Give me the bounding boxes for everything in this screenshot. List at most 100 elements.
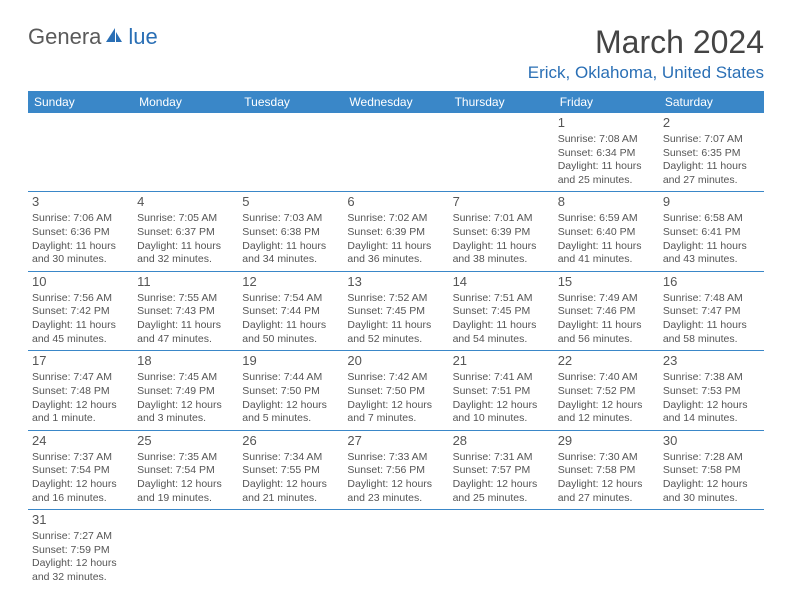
sunset-line: Sunset: 7:55 PM — [242, 464, 339, 478]
sunrise-line: Sunrise: 6:59 AM — [558, 212, 655, 226]
calendar-cell-empty — [343, 510, 448, 589]
sunset-line: Sunset: 7:42 PM — [32, 305, 129, 319]
calendar-cell: 12Sunrise: 7:54 AMSunset: 7:44 PMDayligh… — [238, 271, 343, 350]
calendar-cell-empty — [343, 113, 448, 192]
daylight-line-2: and 47 minutes. — [137, 333, 234, 347]
day-number: 29 — [558, 433, 655, 450]
calendar-cell-empty — [238, 113, 343, 192]
day-number: 20 — [347, 353, 444, 370]
calendar-cell: 25Sunrise: 7:35 AMSunset: 7:54 PMDayligh… — [133, 430, 238, 509]
daylight-line-1: Daylight: 12 hours — [32, 399, 129, 413]
calendar-cell: 15Sunrise: 7:49 AMSunset: 7:46 PMDayligh… — [554, 271, 659, 350]
sunrise-line: Sunrise: 7:31 AM — [453, 451, 550, 465]
sunset-line: Sunset: 6:34 PM — [558, 147, 655, 161]
sunset-line: Sunset: 7:46 PM — [558, 305, 655, 319]
calendar-cell: 4Sunrise: 7:05 AMSunset: 6:37 PMDaylight… — [133, 192, 238, 271]
sunrise-line: Sunrise: 7:44 AM — [242, 371, 339, 385]
calendar-cell: 21Sunrise: 7:41 AMSunset: 7:51 PMDayligh… — [449, 351, 554, 430]
sunset-line: Sunset: 6:37 PM — [137, 226, 234, 240]
location: Erick, Oklahoma, United States — [528, 63, 764, 83]
weekday-header: Saturday — [659, 91, 764, 113]
calendar-cell-empty — [449, 510, 554, 589]
calendar-cell: 30Sunrise: 7:28 AMSunset: 7:58 PMDayligh… — [659, 430, 764, 509]
daylight-line-1: Daylight: 11 hours — [242, 240, 339, 254]
daylight-line-1: Daylight: 12 hours — [663, 399, 760, 413]
day-number: 10 — [32, 274, 129, 291]
day-number: 26 — [242, 433, 339, 450]
sunset-line: Sunset: 7:58 PM — [558, 464, 655, 478]
day-number: 9 — [663, 194, 760, 211]
daylight-line-1: Daylight: 12 hours — [32, 557, 129, 571]
calendar-cell: 5Sunrise: 7:03 AMSunset: 6:38 PMDaylight… — [238, 192, 343, 271]
day-number: 1 — [558, 115, 655, 132]
daylight-line-1: Daylight: 11 hours — [137, 240, 234, 254]
daylight-line-2: and 12 minutes. — [558, 412, 655, 426]
daylight-line-2: and 5 minutes. — [242, 412, 339, 426]
daylight-line-1: Daylight: 12 hours — [453, 399, 550, 413]
daylight-line-2: and 16 minutes. — [32, 492, 129, 506]
calendar-cell: 16Sunrise: 7:48 AMSunset: 7:47 PMDayligh… — [659, 271, 764, 350]
sunrise-line: Sunrise: 7:42 AM — [347, 371, 444, 385]
sunset-line: Sunset: 7:43 PM — [137, 305, 234, 319]
calendar-cell: 31Sunrise: 7:27 AMSunset: 7:59 PMDayligh… — [28, 510, 133, 589]
daylight-line-2: and 14 minutes. — [663, 412, 760, 426]
day-number: 16 — [663, 274, 760, 291]
daylight-line-2: and 36 minutes. — [347, 253, 444, 267]
day-number: 4 — [137, 194, 234, 211]
calendar-cell: 10Sunrise: 7:56 AMSunset: 7:42 PMDayligh… — [28, 271, 133, 350]
calendar-cell-empty — [449, 113, 554, 192]
sunrise-line: Sunrise: 7:03 AM — [242, 212, 339, 226]
sunrise-line: Sunrise: 7:06 AM — [32, 212, 129, 226]
sunset-line: Sunset: 7:48 PM — [32, 385, 129, 399]
calendar-row: 1Sunrise: 7:08 AMSunset: 6:34 PMDaylight… — [28, 113, 764, 192]
day-number: 7 — [453, 194, 550, 211]
logo-text-blue: lue — [128, 24, 157, 50]
daylight-line-2: and 34 minutes. — [242, 253, 339, 267]
calendar-cell-empty — [133, 113, 238, 192]
daylight-line-2: and 45 minutes. — [32, 333, 129, 347]
sunset-line: Sunset: 7:57 PM — [453, 464, 550, 478]
daylight-line-2: and 50 minutes. — [242, 333, 339, 347]
sunrise-line: Sunrise: 7:01 AM — [453, 212, 550, 226]
daylight-line-2: and 54 minutes. — [453, 333, 550, 347]
day-number: 22 — [558, 353, 655, 370]
daylight-line-1: Daylight: 12 hours — [137, 478, 234, 492]
daylight-line-1: Daylight: 12 hours — [347, 478, 444, 492]
daylight-line-2: and 58 minutes. — [663, 333, 760, 347]
day-number: 28 — [453, 433, 550, 450]
sunrise-line: Sunrise: 7:51 AM — [453, 292, 550, 306]
daylight-line-2: and 30 minutes. — [32, 253, 129, 267]
sunrise-line: Sunrise: 7:37 AM — [32, 451, 129, 465]
daylight-line-2: and 41 minutes. — [558, 253, 655, 267]
calendar-cell: 3Sunrise: 7:06 AMSunset: 6:36 PMDaylight… — [28, 192, 133, 271]
calendar-cell: 1Sunrise: 7:08 AMSunset: 6:34 PMDaylight… — [554, 113, 659, 192]
weekday-header: Wednesday — [343, 91, 448, 113]
daylight-line-2: and 25 minutes. — [558, 174, 655, 188]
daylight-line-1: Daylight: 11 hours — [32, 240, 129, 254]
daylight-line-1: Daylight: 11 hours — [663, 240, 760, 254]
daylight-line-2: and 32 minutes. — [32, 571, 129, 585]
daylight-line-2: and 32 minutes. — [137, 253, 234, 267]
day-number: 23 — [663, 353, 760, 370]
daylight-line-1: Daylight: 11 hours — [663, 319, 760, 333]
sunrise-line: Sunrise: 7:41 AM — [453, 371, 550, 385]
daylight-line-2: and 10 minutes. — [453, 412, 550, 426]
day-number: 14 — [453, 274, 550, 291]
daylight-line-1: Daylight: 12 hours — [32, 478, 129, 492]
weekday-header: Sunday — [28, 91, 133, 113]
day-number: 18 — [137, 353, 234, 370]
sunrise-line: Sunrise: 7:07 AM — [663, 133, 760, 147]
day-number: 5 — [242, 194, 339, 211]
weekday-header: Tuesday — [238, 91, 343, 113]
sunset-line: Sunset: 7:50 PM — [347, 385, 444, 399]
day-number: 3 — [32, 194, 129, 211]
calendar-cell-empty — [554, 510, 659, 589]
calendar-cell: 22Sunrise: 7:40 AMSunset: 7:52 PMDayligh… — [554, 351, 659, 430]
day-number: 2 — [663, 115, 760, 132]
sunset-line: Sunset: 6:35 PM — [663, 147, 760, 161]
daylight-line-1: Daylight: 11 hours — [347, 319, 444, 333]
daylight-line-2: and 1 minute. — [32, 412, 129, 426]
day-number: 24 — [32, 433, 129, 450]
daylight-line-1: Daylight: 11 hours — [453, 319, 550, 333]
daylight-line-1: Daylight: 12 hours — [663, 478, 760, 492]
